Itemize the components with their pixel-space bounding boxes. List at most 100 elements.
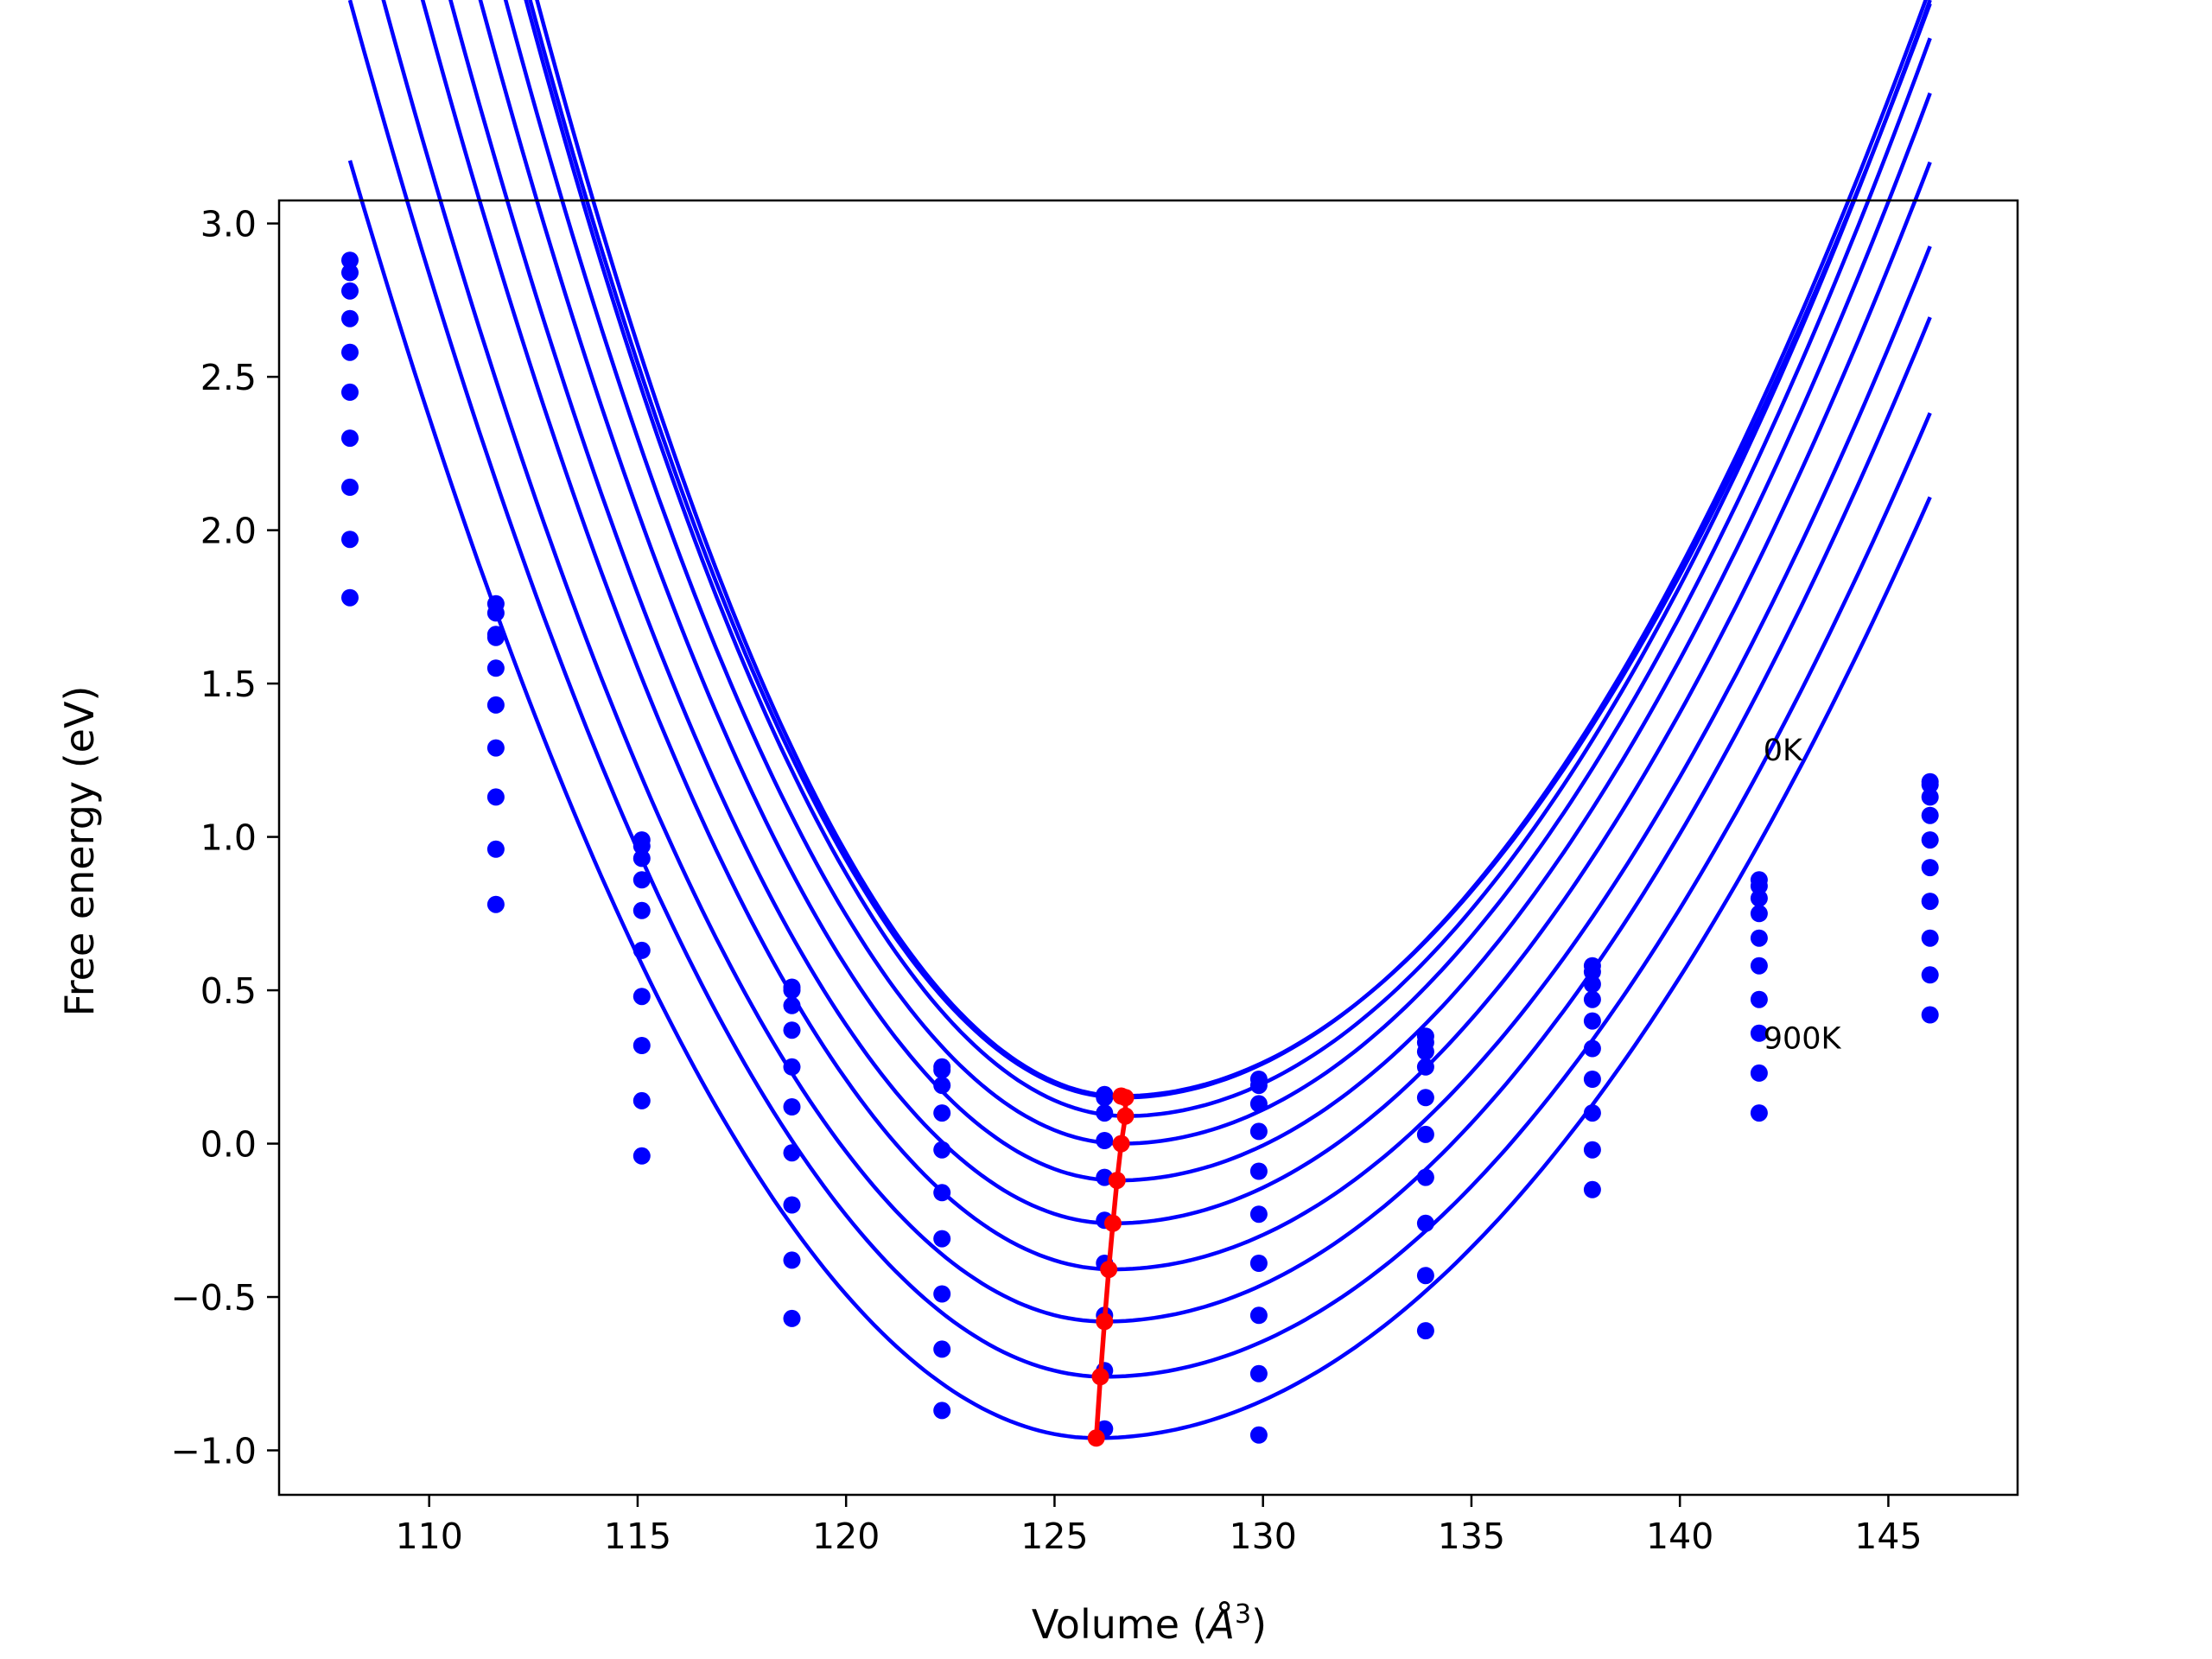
data-point-5-10 xyxy=(1921,859,1939,877)
data-point-1-10 xyxy=(1921,776,1939,794)
fit-curve-5 xyxy=(448,0,1932,1226)
data-point-0-0 xyxy=(341,251,359,270)
data-point-6-8 xyxy=(1583,1071,1601,1088)
data-point-6-2 xyxy=(632,988,651,1006)
plot-frame xyxy=(277,199,2019,1497)
data-point-8-7 xyxy=(1416,1267,1434,1285)
x-tick-label-145: 145 xyxy=(1854,1516,1922,1557)
axes: 110 115 120 125 130 135 140 145 −1.0 −0.5 0.0 0.5 1.… xyxy=(170,199,2019,1557)
fit-curve-4 xyxy=(478,0,1932,1183)
data-point-5-4 xyxy=(933,1184,951,1202)
data-point-2-4 xyxy=(933,1077,951,1095)
data-point-2-5 xyxy=(1096,1104,1114,1122)
minimum-point-8 xyxy=(1091,1368,1109,1386)
data-point-1-0 xyxy=(341,264,359,282)
data-point-5-0 xyxy=(341,383,359,401)
x-tick-label-115: 115 xyxy=(604,1516,671,1557)
y-tick-label-0: −1.0 xyxy=(170,1431,257,1472)
x-tick-label-120: 120 xyxy=(812,1516,880,1557)
data-point-3-3 xyxy=(783,1021,801,1039)
data-point-6-7 xyxy=(1416,1168,1434,1186)
y-tick-label-8: 3.0 xyxy=(200,204,257,245)
x-tick-label-140: 140 xyxy=(1646,1516,1713,1557)
data-point-7-2 xyxy=(632,1037,651,1054)
fit-curve-8 xyxy=(347,0,1932,1379)
data-point-4-1 xyxy=(486,659,505,677)
y-axis-title: Free energy (eV) xyxy=(56,686,103,1017)
y-tick-label-7: 2.5 xyxy=(200,357,257,398)
data-point-1-4 xyxy=(933,1061,951,1079)
data-point-8-10 xyxy=(1921,966,1939,984)
data-point-8-3 xyxy=(783,1251,801,1269)
data-point-5-6 xyxy=(1249,1205,1268,1224)
data-point-8-9 xyxy=(1750,1064,1768,1082)
x-tick-label-130: 130 xyxy=(1230,1516,1297,1557)
data-point-5-7 xyxy=(1416,1125,1434,1143)
data-point-4-9 xyxy=(1750,929,1768,947)
x-axis-title-symbol: Å xyxy=(1205,1601,1235,1648)
data-point-3-9 xyxy=(1750,905,1768,923)
fit-curves xyxy=(347,0,1932,1440)
x-axis-title-superscript: 3 xyxy=(1235,1599,1251,1630)
data-point-8-6 xyxy=(1249,1364,1268,1382)
x-tick-label-135: 135 xyxy=(1438,1516,1505,1557)
data-point-4-7 xyxy=(1416,1089,1434,1107)
x-axis-title-suffix: ) xyxy=(1251,1601,1267,1648)
data-point-6-6 xyxy=(1249,1255,1268,1272)
data-point-3-7 xyxy=(1416,1058,1434,1076)
data-point-7-3 xyxy=(783,1196,801,1214)
data-point-9-7 xyxy=(1416,1322,1434,1340)
data-point-5-3 xyxy=(783,1098,801,1116)
fit-curve-3 xyxy=(503,0,1932,1146)
data-point-2-9 xyxy=(1750,889,1768,907)
data-point-2-0 xyxy=(341,282,359,300)
data-point-6-9 xyxy=(1750,990,1768,1008)
data-point-7-1 xyxy=(486,788,505,806)
x-axis-title: Volume (Å3) xyxy=(1032,1599,1267,1648)
data-point-3-0 xyxy=(341,309,359,327)
data-point-1-1 xyxy=(486,604,505,622)
data-point-8-0 xyxy=(341,531,359,549)
data-point-4-6 xyxy=(1249,1162,1268,1180)
data-point-9-9 xyxy=(1750,1104,1768,1122)
fit-curve-9 xyxy=(347,160,1932,1440)
data-point-9-4 xyxy=(933,1402,951,1420)
data-point-4-0 xyxy=(341,343,359,361)
data-point-4-2 xyxy=(632,901,651,919)
data-point-6-1 xyxy=(486,739,505,757)
data-point-6-10 xyxy=(1921,893,1939,911)
data-point-3-4 xyxy=(933,1104,951,1122)
data-point-3-10 xyxy=(1921,806,1939,824)
annotations: 0K 900K xyxy=(1764,734,1842,1057)
x-axis-title-prefix: Volume ( xyxy=(1032,1601,1208,1648)
data-point-7-10 xyxy=(1921,929,1939,947)
data-point-3-5 xyxy=(1096,1132,1114,1149)
data-point-7-4 xyxy=(933,1285,951,1303)
data-point-1-9 xyxy=(1750,877,1768,895)
fit-curve-7 xyxy=(381,0,1932,1324)
minimum-point-6 xyxy=(1100,1261,1118,1279)
data-point-3-8 xyxy=(1583,990,1601,1008)
data-point-1-2 xyxy=(632,837,651,855)
data-point-6-3 xyxy=(783,1144,801,1162)
data-point-4-10 xyxy=(1921,831,1939,849)
data-point-3-6 xyxy=(1249,1122,1268,1141)
fit-curve-2 xyxy=(524,0,1932,1118)
minima-series xyxy=(1087,1087,1135,1447)
fit-curve-1 xyxy=(528,0,1929,1100)
data-point-8-8 xyxy=(1583,1141,1601,1159)
data-point-9-0 xyxy=(341,588,359,607)
data-point-9-6 xyxy=(1249,1426,1268,1444)
minimum-point-1 xyxy=(1116,1089,1135,1107)
minimum-point-3 xyxy=(1112,1135,1130,1153)
data-point-9-3 xyxy=(783,1309,801,1327)
minimum-point-5 xyxy=(1104,1214,1122,1232)
data-point-9-10 xyxy=(1921,1006,1939,1024)
minimum-point-9 xyxy=(1087,1429,1105,1447)
y-tick-label-3: 0.5 xyxy=(200,970,257,1012)
data-point-5-8 xyxy=(1583,1039,1601,1058)
data-point-8-2 xyxy=(632,1091,651,1109)
data-point-6-0 xyxy=(341,429,359,448)
data-point-3-2 xyxy=(632,871,651,889)
